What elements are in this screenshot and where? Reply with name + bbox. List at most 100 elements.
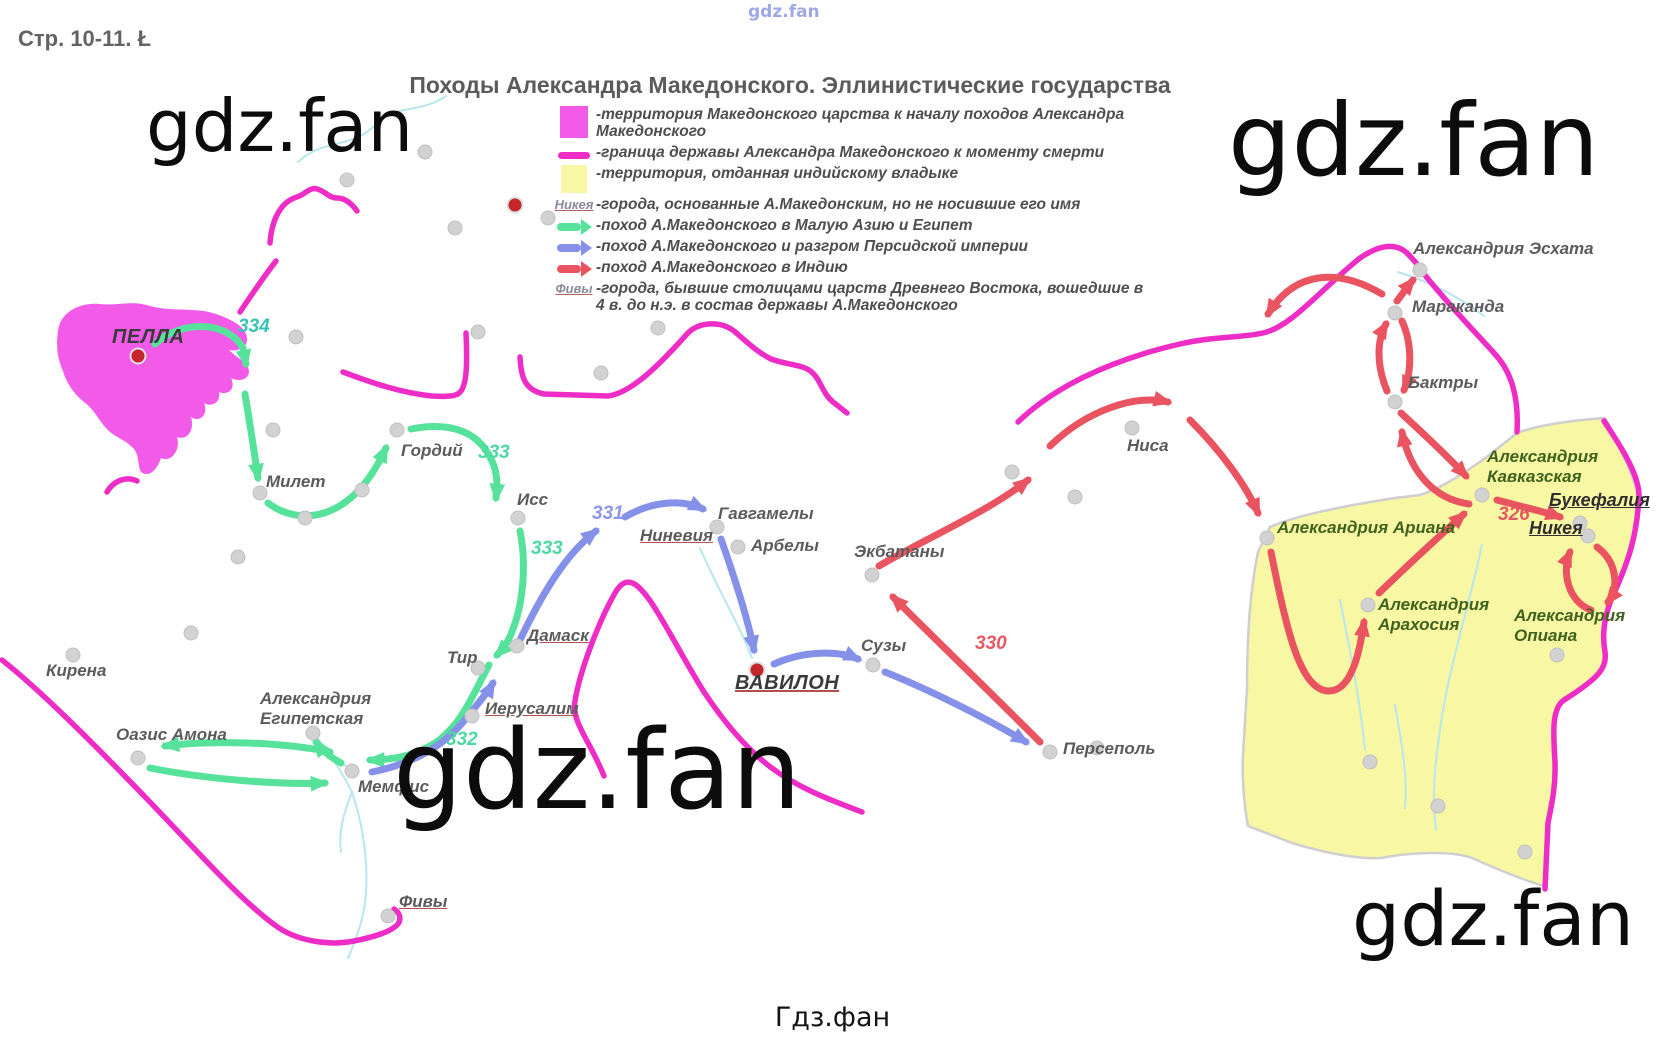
city-dot-nisa <box>1124 420 1140 436</box>
watermark-top-left: gdz.fan <box>146 84 414 168</box>
city-label-memphis: Мемфис <box>358 777 430 796</box>
watermark-bottom-right: gdz.fan <box>1352 874 1635 963</box>
city-dot-tir <box>470 660 486 676</box>
city-dot-bukefalia <box>1572 515 1588 531</box>
legend-arrow-head-4 <box>580 218 592 235</box>
city-dot-kirena <box>65 647 81 663</box>
city-dot-babylon <box>748 661 766 679</box>
legend-row-0: -территория Македонского царства к начал… <box>552 106 1164 141</box>
legend-swatch-cell-1 <box>552 144 596 162</box>
map-dot-10 <box>470 324 486 340</box>
legend-city-sample-7: Фивы <box>555 281 593 297</box>
city-label-kirena: Кирена <box>46 661 107 680</box>
city-dot-unnamed-red-city <box>506 196 524 214</box>
city-dot-maracanda <box>1387 305 1403 321</box>
territory-macedonian-kingdom <box>57 303 249 475</box>
map-dot-4 <box>288 329 304 345</box>
map-dot-16 <box>1362 754 1378 770</box>
city-label-susa: Сузы <box>861 636 907 655</box>
city-dot-oasis-amona <box>130 750 146 766</box>
route-year-333-1: 333 <box>478 442 510 463</box>
city-dot-ecbatana <box>864 567 880 583</box>
map-dot-12 <box>593 365 609 381</box>
legend-row-2: -территория, отданная индийскому владыке <box>552 164 1164 193</box>
city-dot-arbely <box>730 539 746 555</box>
legend-text-0: -территория Македонского царства к начал… <box>596 106 1125 141</box>
city-dot-alexandria-eskhata <box>1412 262 1428 278</box>
route-year-331-3: 331 <box>592 503 624 524</box>
legend-arrow-red-icon <box>556 260 592 277</box>
map-dot-11 <box>650 320 666 336</box>
city-label-tir: Тир <box>447 648 478 667</box>
city-label-alexandria-egypt: Александрия Египетская <box>260 689 372 729</box>
map-dot-3 <box>540 210 556 226</box>
city-dot-susa <box>865 657 881 673</box>
route-year-334-0: 334 <box>238 316 270 337</box>
map-dot-5 <box>265 422 281 438</box>
legend-items: -территория Македонского царства к начал… <box>552 106 1164 314</box>
city-dot-gavgamely <box>709 519 725 535</box>
city-dot-jerusalem <box>464 708 480 724</box>
city-dot-gordiy <box>389 422 405 438</box>
legend-text-1: -граница державы Александра Македонского… <box>596 143 1105 161</box>
city-label-nikeya: Никея <box>1529 518 1583 538</box>
city-label-babylon: ВАВИЛОН <box>735 672 840 694</box>
legend-text-6: -поход А.Македонского в Индию <box>596 258 848 276</box>
route-year-332-4: 332 <box>446 729 478 750</box>
watermark-top-right: gdz.fan <box>1228 82 1600 199</box>
legend-area-magenta-swatch <box>560 106 588 138</box>
city-label-gavgamely: Гавгамелы <box>718 504 814 523</box>
legend-arrow-shaft-5 <box>556 243 581 252</box>
city-dot-alexandria-egypt <box>305 725 321 741</box>
legend: -территория Македонского царства к начал… <box>552 106 1164 317</box>
legend-text-3: -города, основанные А.Македонским, но не… <box>596 195 1081 213</box>
legend-line-magenta-swatch <box>558 151 590 159</box>
legend-swatch-cell-4 <box>552 217 596 235</box>
city-dot-persepolis <box>1042 744 1058 760</box>
page-header: Стр. 10-11. Ł <box>18 26 152 51</box>
city-label-alexandria-eskhata: Александрия Эсхата <box>1413 239 1594 258</box>
map-dot-7 <box>230 549 246 565</box>
map-dot-1 <box>417 144 433 160</box>
legend-swatch-cell-0 <box>552 106 596 138</box>
city-label-alexandria-opiana: Александрия Опиана <box>1514 606 1626 646</box>
route-green-asia-minor-egypt <box>146 323 527 792</box>
city-label-damask: Дамаск <box>527 626 589 645</box>
city-label-bukefalia: Букефалия <box>1549 490 1650 510</box>
legend-text-7: -города, бывшие столицами царств Древнег… <box>596 279 1144 315</box>
empire-borders <box>0 185 1642 946</box>
city-dot-milet <box>252 485 268 501</box>
city-label-nisa: Ниса <box>1127 436 1169 455</box>
city-label-ecbatana: Экбатаны <box>854 542 945 561</box>
city-dot-damask <box>509 638 525 654</box>
territory-given-to-indian-ruler <box>1241 416 1641 888</box>
city-dot-nikeya <box>1580 528 1596 544</box>
legend-row-5: -поход А.Македонского и разгром Персидск… <box>552 238 1164 256</box>
city-dot-iss <box>510 510 526 526</box>
map-dot-8 <box>183 625 199 641</box>
bottom-caption: Гдз.фан <box>774 1002 891 1033</box>
route-year-326-6: 326 <box>1498 504 1530 525</box>
city-label-gordiy: Гордий <box>401 441 463 460</box>
city-label-persepolis: Персеполь <box>1063 739 1156 758</box>
watermark-top-small: gdz.fan <box>748 2 820 22</box>
city-dot-memphis <box>344 763 360 779</box>
legend-swatch-cell-2 <box>552 164 596 193</box>
city-label-oasis-amona: Оазис Амона <box>116 725 227 744</box>
city-dot-alexandria-opiana <box>1549 647 1565 663</box>
legend-swatch-cell-5 <box>552 238 596 256</box>
legend-row-4: -поход А.Македонского в Малую Азию и Еги… <box>552 217 1164 235</box>
route-year-333-2: 333 <box>531 538 563 559</box>
city-label-alexandria-ariana: Александрия Ариана <box>1277 518 1456 537</box>
legend-arrow-shaft-6 <box>556 264 581 273</box>
legend-row-7: Фивы -города, бывшие столицами царств Дре… <box>552 280 1164 315</box>
route-year-330-5: 330 <box>975 633 1007 654</box>
legend-swatch-cell-3: Никея <box>552 196 596 214</box>
city-dot-alexandria-kavkazskaya <box>1474 487 1490 503</box>
legend-text-2: -территория, отданная индийскому владыке <box>596 164 959 182</box>
legend-arrow-head-5 <box>580 239 592 256</box>
map-dot-6 <box>297 510 313 526</box>
city-dot-baktry <box>1387 394 1403 410</box>
map-dot-18 <box>1517 844 1533 860</box>
